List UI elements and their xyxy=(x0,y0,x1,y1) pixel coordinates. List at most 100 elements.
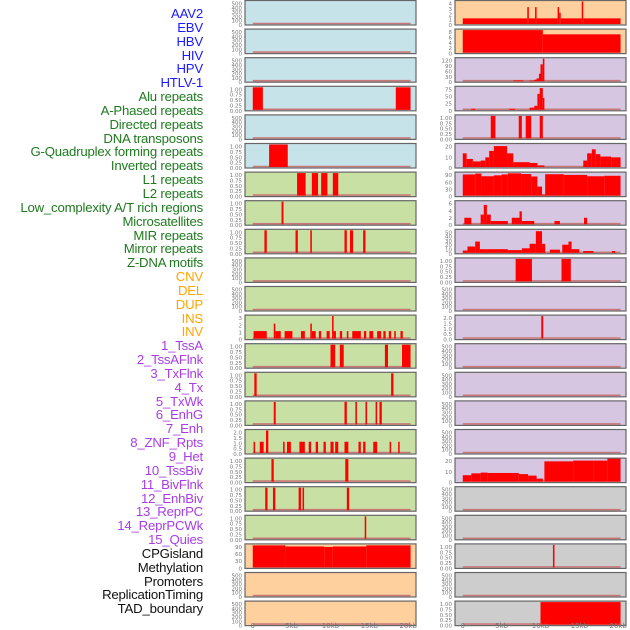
panel-frame xyxy=(454,457,627,484)
panel-frame xyxy=(244,114,417,141)
y-tick-label: 0.00 xyxy=(230,252,243,258)
data-bar xyxy=(395,87,411,110)
y-tick-label: 25 xyxy=(445,102,452,108)
data-bar xyxy=(612,251,616,253)
data-bar xyxy=(383,331,386,339)
data-bar xyxy=(581,1,584,24)
data-bar xyxy=(253,331,267,339)
data-bar xyxy=(521,248,530,253)
panel-frame xyxy=(454,0,627,26)
y-tick-label: 100 xyxy=(232,591,243,597)
y-tick-label: 0.00 xyxy=(440,566,453,572)
y-tick-label: 0 xyxy=(449,80,453,86)
track-label: Methylation xyxy=(137,559,203,575)
x-tick-label: 0 xyxy=(461,622,465,630)
y-tick-label: 90 xyxy=(445,173,452,179)
data-bar xyxy=(537,165,545,167)
y-tick-label: 0.25 xyxy=(230,504,243,510)
y-tick-label: 500 xyxy=(232,288,243,294)
panel-frame xyxy=(244,428,417,455)
y-tick-label: 300 xyxy=(232,39,243,45)
panel-frame xyxy=(454,85,627,112)
track-label: Microsatellites xyxy=(122,213,203,229)
data-bar xyxy=(552,544,555,568)
y-tick-label: 2.0 xyxy=(443,316,452,322)
data-bar xyxy=(259,441,264,453)
data-bar xyxy=(471,108,476,110)
panel-frame xyxy=(454,343,627,369)
y-tick-label: 300 xyxy=(232,67,243,73)
data-bar xyxy=(332,173,339,196)
y-tick-label: 0.0 xyxy=(233,452,242,458)
y-tick-label: 0.50 xyxy=(230,498,243,504)
y-tick-label: 500 xyxy=(442,402,453,408)
data-bar xyxy=(562,244,569,253)
data-bar xyxy=(339,331,343,339)
y-tick-label: 100 xyxy=(442,591,453,597)
y-tick-label: 0.0 xyxy=(443,338,452,344)
data-bar xyxy=(311,331,316,339)
x-tick-label: 0 xyxy=(251,622,255,630)
data-bar xyxy=(542,97,545,110)
y-tick-label: 30 xyxy=(445,187,452,193)
data-bar xyxy=(333,331,336,339)
x-tick-label: 10kb xyxy=(532,622,550,630)
y-tick-label: 0.25 xyxy=(440,132,453,138)
data-bar xyxy=(513,162,530,167)
y-tick-label: 400 xyxy=(442,435,453,441)
y-tick-label: 1.00 xyxy=(440,116,453,122)
data-bar xyxy=(402,344,411,368)
panel-frame xyxy=(244,457,417,484)
data-bar xyxy=(490,115,496,139)
data-bar xyxy=(358,441,361,453)
y-tick-label: 0.25 xyxy=(440,561,453,567)
y-tick-label: 100 xyxy=(232,276,243,282)
track-label-list: AAV2 EBV HBV HIV HPV HTLV-1 Alu repeats A-Phase… xyxy=(0,7,203,616)
data-bar xyxy=(344,230,347,253)
y-tick-label: 100 xyxy=(442,391,453,397)
y-tick-label: 0.25 xyxy=(440,618,453,624)
y-tick-label: 1.00 xyxy=(440,602,453,608)
panel-background xyxy=(455,515,626,540)
track-panel: 20 10 0 xyxy=(445,142,627,172)
y-tick-label: 200 xyxy=(442,386,453,392)
panel-background xyxy=(455,372,626,397)
track-label: Z-DNA motifs xyxy=(127,255,203,271)
y-tick-label: 0.75 xyxy=(440,121,453,127)
y-tick-label: 0.50 xyxy=(230,184,243,190)
panel-frame xyxy=(244,571,417,598)
y-tick-label: 0.50 xyxy=(440,127,453,133)
y-tick-label: 200 xyxy=(442,415,453,421)
y-tick-label: 0.50 xyxy=(230,155,243,161)
y-tick-label: 100 xyxy=(442,448,453,454)
y-tick-label: 0.25 xyxy=(230,218,243,224)
data-bar xyxy=(480,472,488,482)
track-label: 15_Quies xyxy=(148,532,203,548)
panel-frame xyxy=(454,200,627,226)
y-tick-label: 0.50 xyxy=(440,613,453,619)
track-label: Promoters xyxy=(143,573,203,589)
y-tick-label: 100 xyxy=(442,305,453,311)
y-tick-label: 0 xyxy=(449,309,453,315)
panel-background xyxy=(245,200,416,226)
y-tick-label: 0.50 xyxy=(230,413,243,419)
y-tick-label: 50 xyxy=(445,230,452,236)
y-tick-label: 100 xyxy=(232,133,243,139)
y-tick-label: 0.75 xyxy=(440,264,453,270)
y-tick-label: 300 xyxy=(232,611,243,617)
y-tick-label: 400 xyxy=(232,6,243,12)
track-panel: 1.000.750.500.250.00 xyxy=(230,371,417,401)
track-label: HIV xyxy=(181,47,204,63)
panel-frame xyxy=(244,514,417,541)
y-tick-label: 1.00 xyxy=(230,459,243,465)
y-tick-label: 0.00 xyxy=(230,366,243,372)
y-tick-label: 1.00 xyxy=(230,173,243,179)
panel-background xyxy=(455,400,626,426)
panel-frame xyxy=(244,57,417,83)
data-bar xyxy=(563,174,588,196)
data-bar xyxy=(591,149,596,167)
